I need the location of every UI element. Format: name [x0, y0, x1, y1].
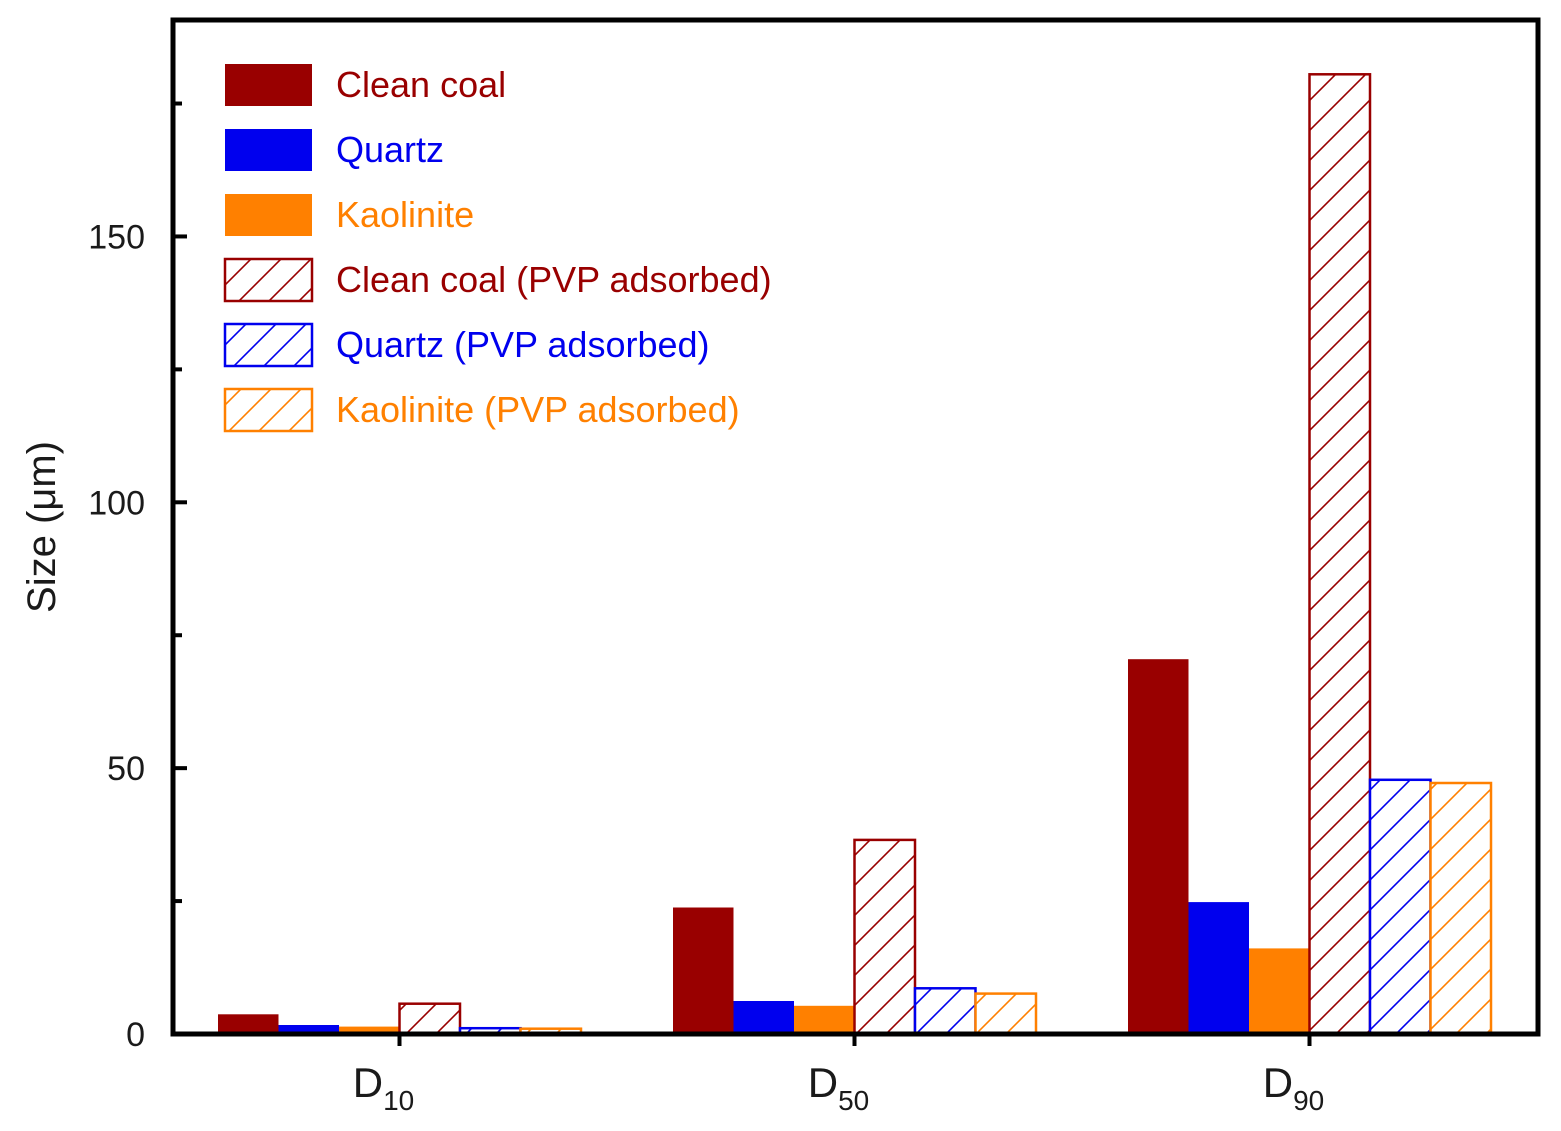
- bar-kaolinite-d10: [339, 1026, 400, 1034]
- y-axis: 0 50 100 150: [88, 101, 187, 1054]
- legend-label: Quartz: [336, 129, 444, 170]
- y-tick-label: 0: [126, 1016, 145, 1054]
- bar-quartz-pvp-adsorbed-d90: [1368, 778, 1432, 1036]
- legend-swatch: [223, 257, 314, 303]
- bar-clean-coal-d10: [218, 1014, 279, 1034]
- legend-swatch: [225, 64, 312, 106]
- legend-label: Kaolinite: [336, 194, 474, 235]
- bar-kaolinite-pvp-adsorbed-d90: [1429, 781, 1493, 1036]
- y-tick-label: 50: [107, 750, 145, 788]
- legend: Clean coal Quartz Kaolinite Clean coal (PVP…: [223, 64, 772, 433]
- x-tick-label: D90: [1263, 1059, 1325, 1116]
- legend-item-clean-coal: Clean coal: [225, 64, 506, 106]
- legend-label: Kaolinite (PVP adsorbed): [336, 389, 740, 430]
- legend-swatch: [225, 129, 312, 171]
- y-axis-title: Size (μm): [20, 441, 64, 613]
- bar-clean-coal-d90: [1128, 659, 1189, 1034]
- bar-kaolinite-pvp-adsorbed-d50: [974, 992, 1038, 1036]
- legend-swatch: [225, 194, 312, 236]
- legend-item-kaolinite: Kaolinite: [225, 194, 474, 236]
- y-tick-label: 100: [88, 484, 145, 522]
- x-tick-label: D10: [353, 1059, 415, 1116]
- bar-clean-coal-pvp-adsorbed-d90: [1308, 73, 1372, 1036]
- x-tick-label: D50: [808, 1059, 870, 1116]
- legend-item-quartz: Quartz: [225, 129, 444, 171]
- y-tick-label: 150: [88, 218, 145, 256]
- bar-quartz-pvp-adsorbed-d50: [913, 987, 977, 1036]
- legend-swatch: [223, 322, 314, 368]
- legend-item-kaolinite-pvp-adsorbed: Kaolinite (PVP adsorbed): [223, 387, 740, 433]
- bar-quartz-d90: [1188, 902, 1249, 1034]
- bar-clean-coal-pvp-adsorbed-d50: [853, 838, 917, 1036]
- legend-swatch: [223, 387, 314, 433]
- bar-quartz-d50: [733, 1001, 794, 1034]
- legend-item-quartz-pvp-adsorbed: Quartz (PVP adsorbed): [223, 322, 710, 368]
- legend-label: Clean coal (PVP adsorbed): [336, 259, 772, 300]
- legend-item-clean-coal-pvp-adsorbed: Clean coal (PVP adsorbed): [223, 257, 772, 303]
- bar-kaolinite-d50: [794, 1005, 855, 1034]
- bar-quartz-d10: [278, 1025, 339, 1034]
- bar-kaolinite-d90: [1249, 948, 1310, 1034]
- bar-clean-coal-d50: [673, 907, 734, 1034]
- x-axis: D10 D50 D90: [353, 1034, 1325, 1116]
- legend-label: Clean coal: [336, 64, 506, 105]
- legend-label: Quartz (PVP adsorbed): [336, 324, 710, 365]
- bar-clean-coal-pvp-adsorbed-d10: [398, 1002, 462, 1036]
- bars-layer: [218, 73, 1493, 1036]
